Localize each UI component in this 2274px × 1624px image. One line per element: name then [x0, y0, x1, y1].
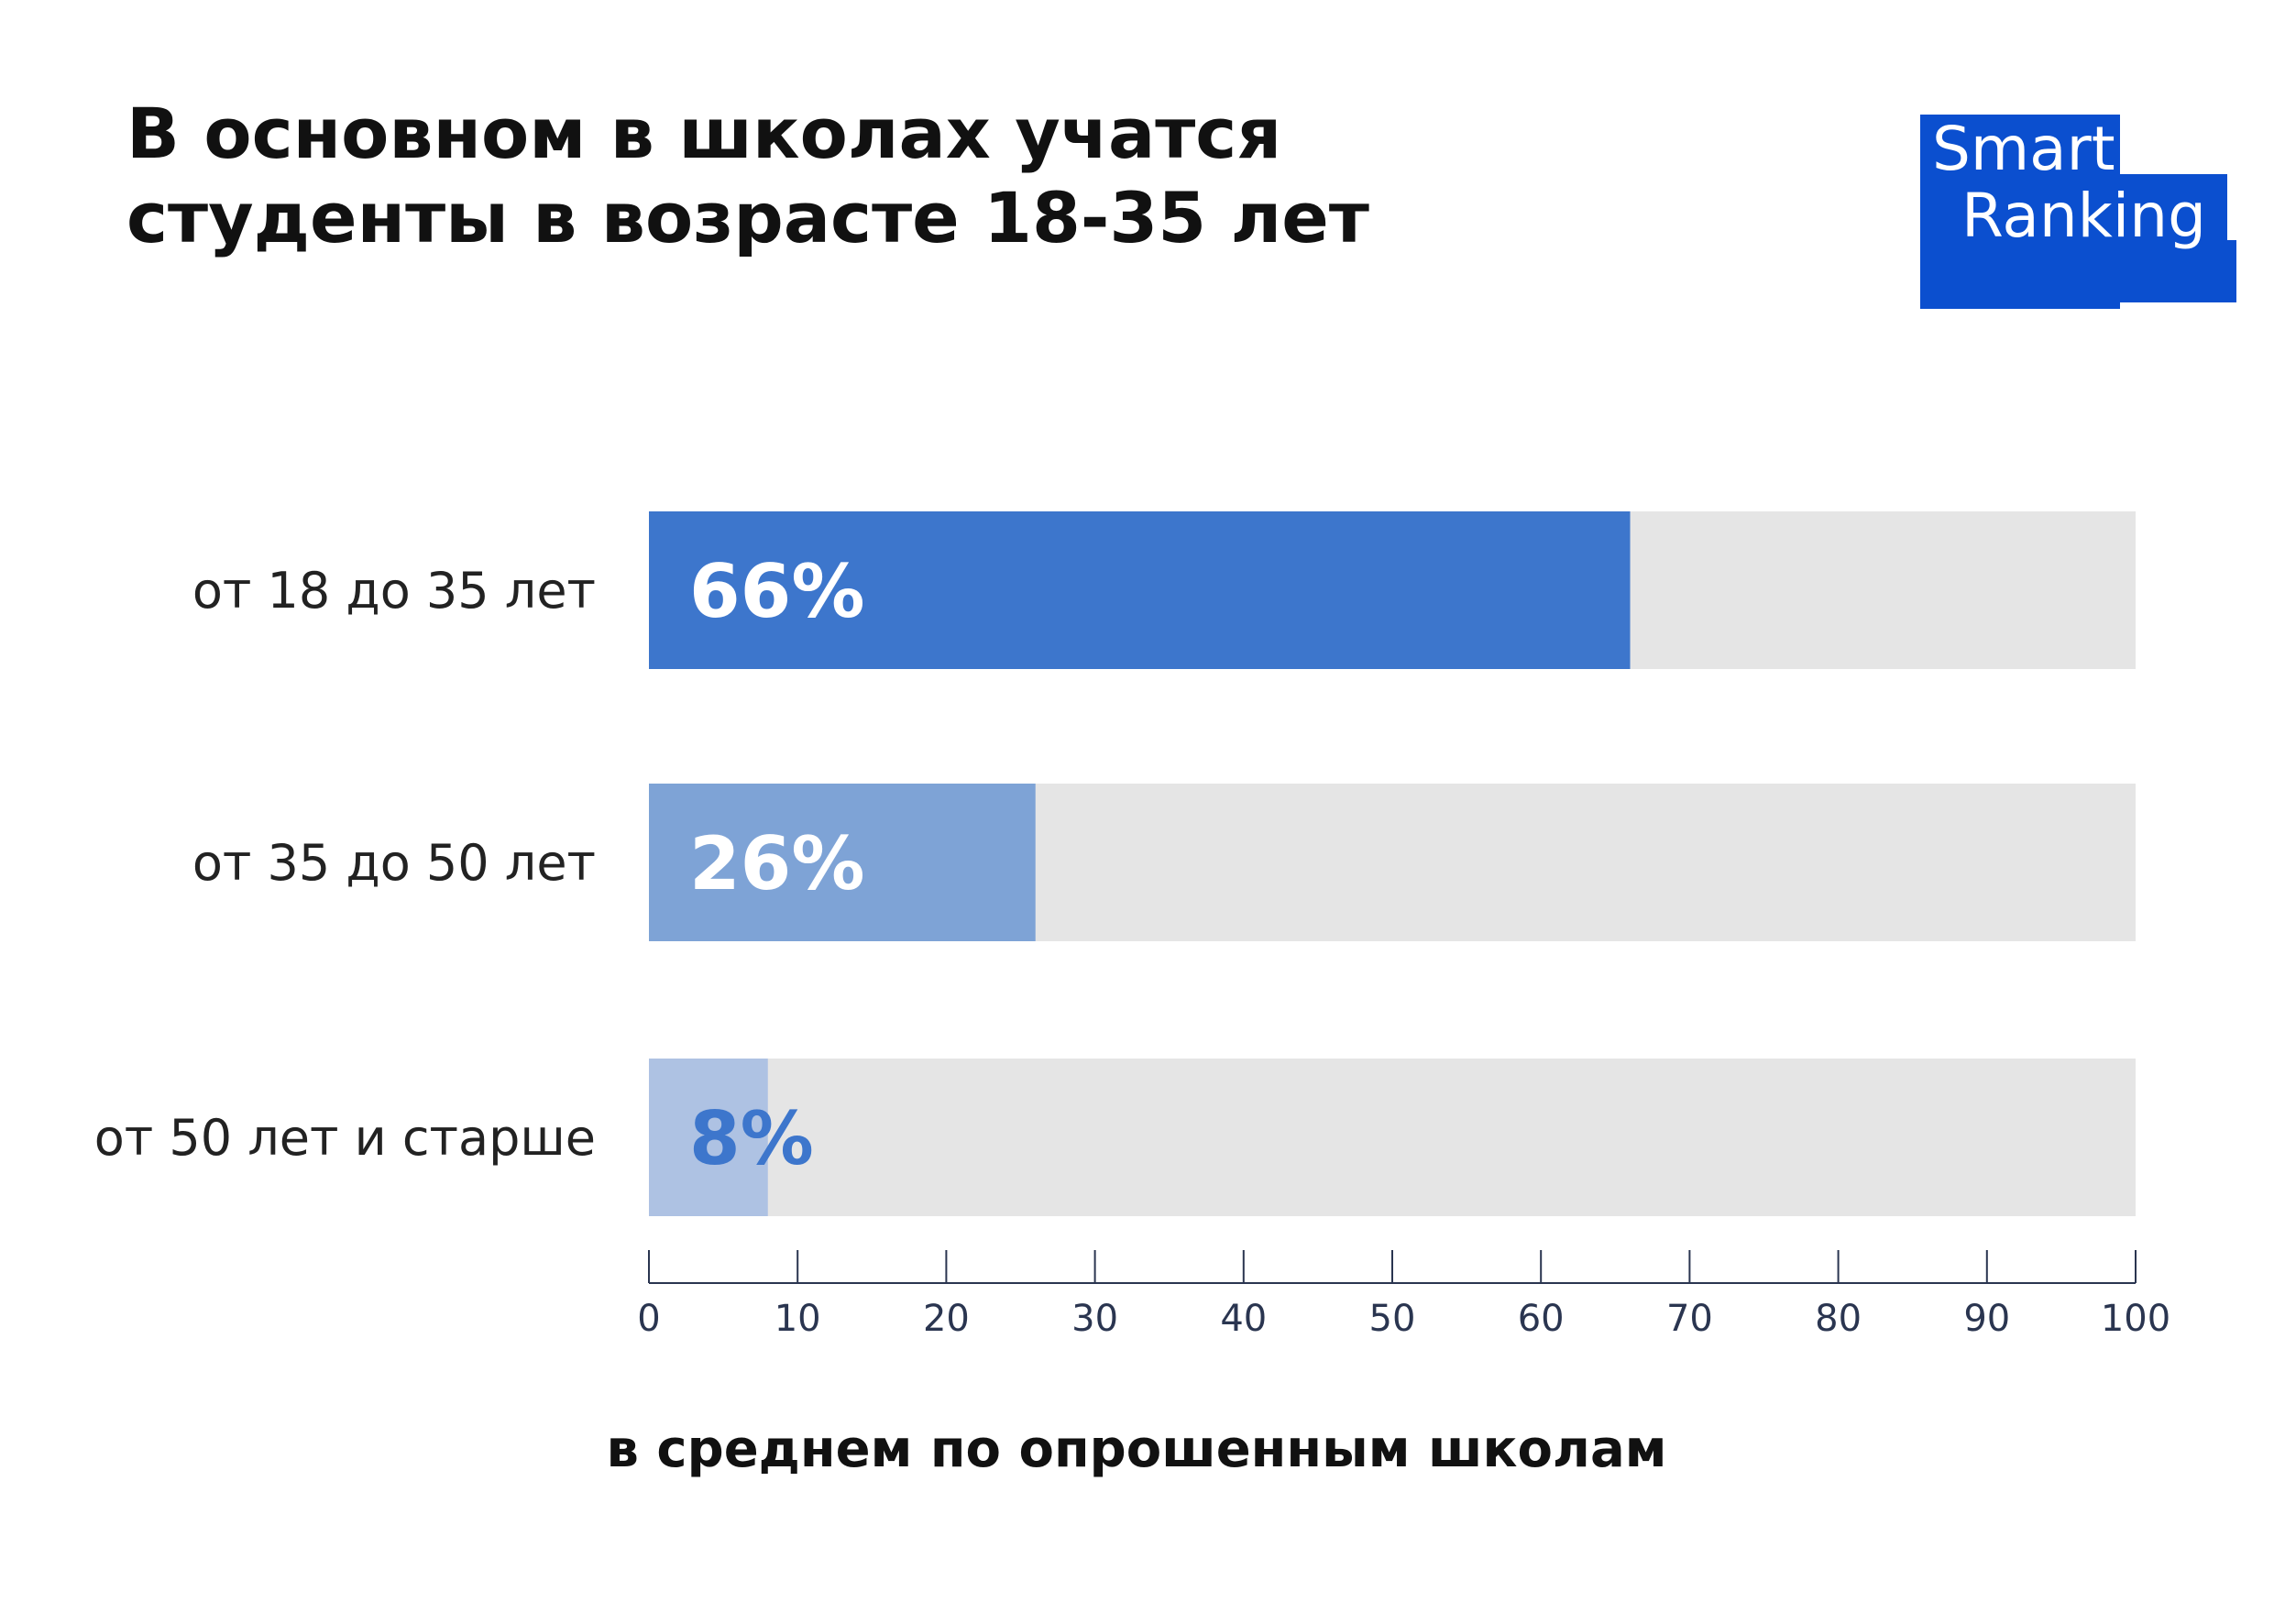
value-label: 26%: [689, 821, 864, 906]
value-label: 8%: [689, 1096, 814, 1181]
category-labels: от 18 до 35 лет от 35 до 50 лет от 50 лет …: [94, 562, 596, 1167]
bar: [649, 1059, 768, 1216]
category-label: от 18 до 35 лет: [192, 562, 596, 620]
x-tick-label: 20: [923, 1298, 970, 1340]
x-tick-label: 10: [774, 1298, 821, 1340]
bar-track: [649, 1059, 2136, 1216]
x-tick-label: 0: [637, 1298, 660, 1340]
x-axis: 0 10 20 30 40 50 60 70 80 90 100: [637, 1250, 2170, 1340]
page-title: В основном в школах учатся студенты в во…: [126, 92, 1501, 260]
x-tick-label: 30: [1071, 1298, 1118, 1340]
x-tick-label: 100: [2101, 1298, 2170, 1340]
bars: [649, 511, 1631, 1216]
value-labels: 66% 26% 8%: [689, 549, 864, 1181]
x-tick-label: 50: [1369, 1298, 1416, 1340]
x-tick-label: 60: [1518, 1298, 1565, 1340]
x-tick-label: 40: [1220, 1298, 1267, 1340]
bar: [649, 511, 1631, 669]
page-title-line-2: студенты в возрасте 18-35 лет: [126, 177, 1369, 258]
bar: [649, 784, 1036, 941]
value-label: 66%: [689, 549, 864, 634]
x-axis-title: в среднем по опрошенным школам: [606, 1420, 1666, 1479]
page-title-line-1: В основном в школах учатся: [126, 93, 1282, 174]
category-label: от 50 лет и старше: [94, 1109, 596, 1167]
x-tick-label: 70: [1666, 1298, 1713, 1340]
category-label: от 35 до 50 лет: [192, 834, 596, 892]
x-tick-label: 80: [1815, 1298, 1862, 1340]
x-tick-label: 90: [1963, 1298, 2010, 1340]
